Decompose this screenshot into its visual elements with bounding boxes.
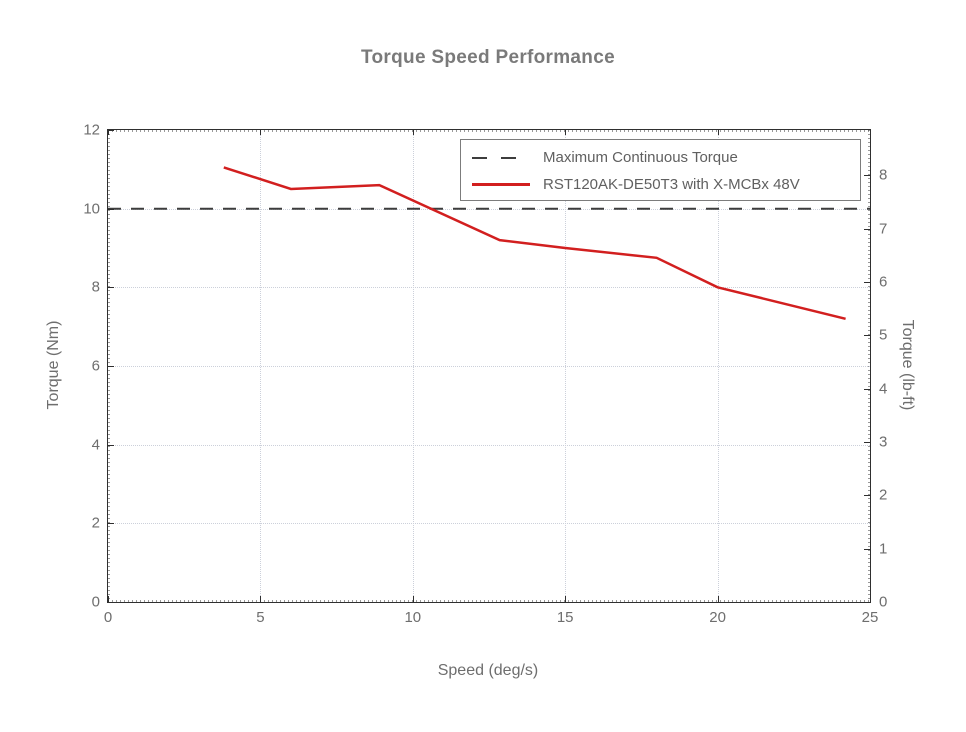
y-tick-right (864, 175, 870, 177)
y-tick-label-left: 4 (91, 436, 100, 454)
y-tick-left (108, 444, 114, 446)
y-tick-right (864, 282, 870, 284)
y-tick-label-right: 4 (879, 380, 888, 398)
y-gridline (108, 523, 870, 525)
y-tick-left (108, 130, 114, 131)
x-tick-mirror (870, 130, 871, 135)
series-plot (108, 166, 870, 321)
y-axis-label-left: Torque (Nm) (45, 320, 62, 410)
y-tick-label-right: 0 (879, 593, 888, 611)
x-tick-mirror (717, 130, 719, 135)
y-gridline (108, 366, 870, 367)
series-line-1 (223, 166, 846, 321)
x-tick-mirror (412, 130, 414, 135)
y-tick-label-right: 3 (879, 433, 888, 451)
legend-label: RST120AK-DE50T3 with X-MCBx 48V (543, 176, 800, 193)
y-tick-label-left: 0 (91, 593, 100, 611)
x-tick (565, 596, 567, 602)
x-tick-label: 0 (103, 609, 113, 626)
y-tick-label-left: 10 (83, 200, 100, 218)
legend: Maximum Continuous Torque RST120AK-DE50T… (460, 139, 861, 201)
y-tick-label-left: 6 (91, 357, 100, 375)
y-tick-right (864, 442, 870, 444)
dashed-line-sample (472, 156, 530, 159)
y-tick-left (108, 287, 114, 289)
y-tick-label-right: 1 (879, 540, 888, 558)
x-tick (412, 596, 414, 602)
x-tick-label: 15 (556, 609, 574, 626)
y-gridline (108, 287, 870, 289)
y-tick-label-right: 8 (879, 166, 888, 184)
x-tick-label: 25 (861, 609, 879, 626)
x-axis-label: Speed (deg/s) (437, 662, 539, 679)
y-tick-label-left: 8 (91, 278, 100, 296)
x-tick (108, 596, 109, 602)
x-tick-label: 20 (709, 609, 726, 626)
y-tick-label-right: 6 (879, 273, 888, 291)
y-tick-left (108, 523, 114, 525)
y-tick-label-left: 2 (91, 514, 100, 532)
y-tick-label-right: 7 (879, 220, 888, 238)
x-tick (717, 596, 719, 602)
y-tick-left (108, 366, 114, 367)
y-tick-left (108, 208, 114, 210)
plot-area: 0 5 10 15 20 25 0 2 4 6 8 10 12 0 1 2 3 4 5 6 7 8 Maximum Con… (83, 122, 887, 627)
y-tick-right (864, 228, 870, 230)
x-tick-mirror (565, 130, 567, 135)
x-tick-mirror (108, 130, 109, 135)
x-tick-mirror (260, 130, 262, 135)
y-tick-right (864, 602, 870, 603)
y-tick-right (864, 388, 870, 390)
y-tick-right (864, 335, 870, 337)
x-tick-label: 10 (404, 609, 422, 626)
legend-item-series: RST120AK-DE50T3 with X-MCBx 48V (461, 171, 860, 198)
solid-line-sample (472, 183, 530, 186)
y-gridline (108, 444, 870, 446)
y-tick-right (864, 548, 870, 550)
y-tick-label-right: 5 (879, 326, 888, 344)
y-tick-right (864, 495, 870, 497)
y-tick-left (108, 602, 114, 603)
y-tick-label-right: 2 (879, 486, 888, 504)
y-tick-label-left: 12 (83, 121, 100, 139)
y-axis-label-right: Torque (lb-ft) (899, 319, 916, 411)
x-tick (870, 596, 871, 602)
legend-label: Maximum Continuous Torque (543, 149, 738, 166)
x-tick-label: 5 (256, 609, 265, 626)
chart-title: Torque Speed Performance (361, 47, 615, 68)
legend-item-max-torque: Maximum Continuous Torque (461, 144, 860, 171)
x-tick (260, 596, 262, 602)
